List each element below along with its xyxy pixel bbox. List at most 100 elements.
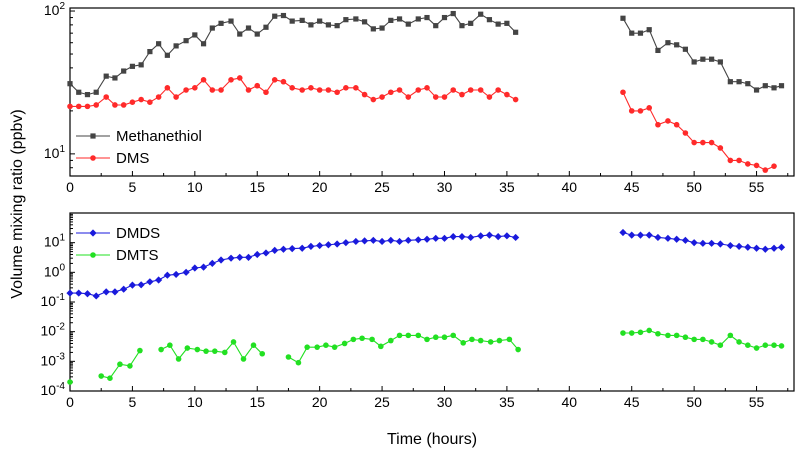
top-data-point: [504, 91, 510, 98]
bottom-data-point: [244, 253, 253, 261]
top-x-tick-label: 35: [499, 179, 515, 195]
bottom-data-point: [655, 330, 661, 337]
top-data-point: [209, 25, 215, 31]
top-data-point: [753, 87, 760, 93]
top-panel: 0 5 10 15 20 25 30 35 40 45 50 55 101 102 Methanethiol…: [44, 1, 795, 195]
bottom-y-tick-label: 100: [44, 262, 66, 279]
bottom-data-point: [619, 228, 627, 237]
top-data-point: [75, 103, 82, 110]
top-series-0: [67, 10, 785, 98]
top-x-tick-label: 30: [437, 179, 453, 195]
top-data-point: [93, 89, 99, 95]
top-data-point: [254, 82, 261, 89]
top-data-point: [263, 24, 269, 30]
bottom-data-point: [182, 268, 190, 276]
bottom-data-point: [620, 330, 626, 336]
top-data-point: [424, 14, 430, 21]
top-x-tick-label: 15: [249, 179, 265, 195]
top-data-point: [138, 62, 144, 68]
top-data-point: [762, 83, 768, 89]
bottom-x-tick-label: 50: [686, 394, 702, 410]
bottom-data-point: [761, 245, 769, 253]
top-data-point: [129, 99, 136, 106]
bottom-data-point: [341, 340, 348, 347]
top-data-point: [236, 75, 243, 81]
top-data-point: [665, 118, 671, 124]
bottom-data-point: [744, 243, 752, 251]
top-data-point: [361, 91, 368, 98]
bottom-data-point: [628, 330, 635, 336]
top-x-tick-label: 45: [624, 179, 640, 195]
top-data-point: [316, 87, 323, 93]
top-data-point: [299, 87, 305, 93]
top-data-point: [468, 20, 474, 26]
bottom-data-point: [388, 337, 394, 344]
top-data-point: [513, 29, 519, 35]
bottom-data-point: [770, 244, 778, 252]
bottom-series-0: [66, 228, 786, 300]
bottom-data-point: [378, 237, 386, 246]
bottom-data-point: [240, 356, 247, 362]
top-data-point: [762, 167, 769, 173]
bottom-data-point: [700, 336, 706, 343]
top-data-point: [183, 87, 189, 93]
bottom-data-point: [75, 289, 83, 297]
bottom-data-point: [92, 292, 100, 300]
top-plot-frame: [69, 7, 795, 177]
bottom-data-point: [212, 348, 218, 354]
bottom-data-point: [333, 240, 341, 248]
bottom-legend-label: DMTS: [116, 247, 159, 264]
top-data-point: [673, 121, 680, 128]
bottom-data-point: [396, 332, 403, 339]
bottom-data-point: [699, 239, 707, 247]
bottom-data-point: [645, 231, 653, 239]
bottom-data-point: [191, 264, 199, 272]
bottom-data-point: [230, 339, 237, 345]
top-data-point: [709, 56, 715, 62]
top-data-point: [343, 85, 349, 91]
bottom-data-point: [253, 250, 261, 259]
bottom-data-point: [415, 332, 422, 339]
top-data-point: [84, 103, 91, 110]
top-data-point: [495, 21, 501, 27]
bottom-data-point: [469, 336, 475, 343]
top-data-point: [478, 11, 484, 17]
top-data-point: [93, 102, 100, 108]
top-data-point: [450, 10, 456, 17]
bottom-x-tick-label: 10: [187, 394, 203, 410]
bottom-data-point: [262, 249, 270, 257]
top-data-point: [272, 13, 278, 19]
bottom-y-tick-label: 101: [44, 233, 66, 250]
top-data-point: [629, 30, 635, 36]
bottom-data-point: [778, 343, 785, 349]
bottom-data-point: [314, 344, 320, 350]
top-data-point: [299, 17, 305, 23]
bottom-data-point: [628, 231, 636, 239]
top-legend-marker: [90, 133, 96, 139]
bottom-data-point: [682, 334, 689, 341]
top-data-point: [504, 20, 510, 26]
bottom-data-point: [107, 375, 113, 382]
bottom-data-point: [449, 233, 457, 241]
bottom-data-point: [726, 241, 734, 250]
top-data-point: [308, 85, 314, 91]
top-data-point: [646, 105, 652, 111]
top-data-point: [192, 85, 198, 91]
bottom-series-line: [288, 334, 519, 364]
top-data-point: [691, 139, 697, 146]
bottom-data-point: [717, 342, 724, 348]
bottom-x-tick-label: 25: [374, 394, 390, 410]
bottom-data-point: [467, 233, 475, 242]
top-data-point: [620, 89, 626, 96]
bottom-data-point: [503, 232, 511, 240]
bottom-data-point: [307, 242, 315, 250]
bottom-data-point: [120, 285, 128, 293]
top-data-point: [727, 79, 733, 85]
bottom-data-point: [194, 346, 201, 353]
top-data-point: [67, 103, 73, 110]
top-data-point: [173, 43, 179, 49]
top-data-point: [218, 87, 224, 93]
bottom-data-point: [458, 233, 466, 241]
bottom-data-point: [369, 336, 375, 343]
